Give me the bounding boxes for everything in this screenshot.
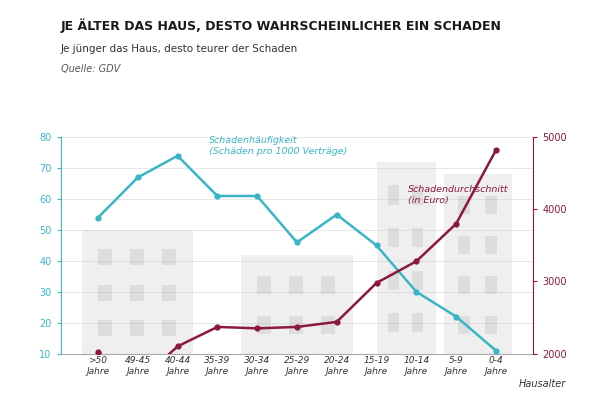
Bar (130, 320, 144, 336)
Bar (412, 270, 423, 290)
Bar (82, 230, 193, 354)
Bar (162, 285, 176, 301)
Bar (98, 320, 112, 336)
Bar (485, 276, 497, 294)
Bar (98, 250, 112, 265)
Bar (485, 316, 497, 334)
Bar (162, 320, 176, 336)
Bar (241, 255, 353, 354)
Bar (458, 316, 470, 334)
Text: JE ÄLTER DAS HAUS, DESTO WAHRSCHEINLICHER EIN SCHADEN: JE ÄLTER DAS HAUS, DESTO WAHRSCHEINLICHE… (61, 19, 502, 33)
Bar (162, 250, 176, 265)
Bar (444, 174, 512, 354)
Text: Schadenhäufigkeit
(Schäden pro 1000 Verträge): Schadenhäufigkeit (Schäden pro 1000 Vert… (210, 136, 348, 156)
Bar (321, 316, 335, 334)
Bar (130, 250, 144, 265)
Bar (412, 313, 423, 332)
Bar (412, 186, 423, 205)
Text: Hausalter: Hausalter (519, 379, 566, 389)
Bar (458, 236, 470, 254)
Bar (388, 186, 399, 205)
Text: Quelle: GDV: Quelle: GDV (61, 64, 120, 74)
Text: Schadendurchschnitt
(in Euro): Schadendurchschnitt (in Euro) (408, 185, 509, 205)
Bar (98, 285, 112, 301)
Bar (257, 277, 271, 294)
Bar (485, 196, 497, 214)
Bar (130, 285, 144, 301)
Bar (412, 228, 423, 247)
Bar (289, 316, 304, 334)
Bar (485, 236, 497, 254)
Text: Je jünger das Haus, desto teurer der Schaden: Je jünger das Haus, desto teurer der Sch… (61, 44, 298, 54)
Bar (388, 228, 399, 247)
Bar (458, 196, 470, 214)
Bar (257, 316, 271, 334)
Bar (376, 162, 436, 354)
Bar (388, 313, 399, 332)
Bar (388, 270, 399, 290)
Bar (458, 276, 470, 294)
Bar (321, 277, 335, 294)
Bar (289, 277, 304, 294)
